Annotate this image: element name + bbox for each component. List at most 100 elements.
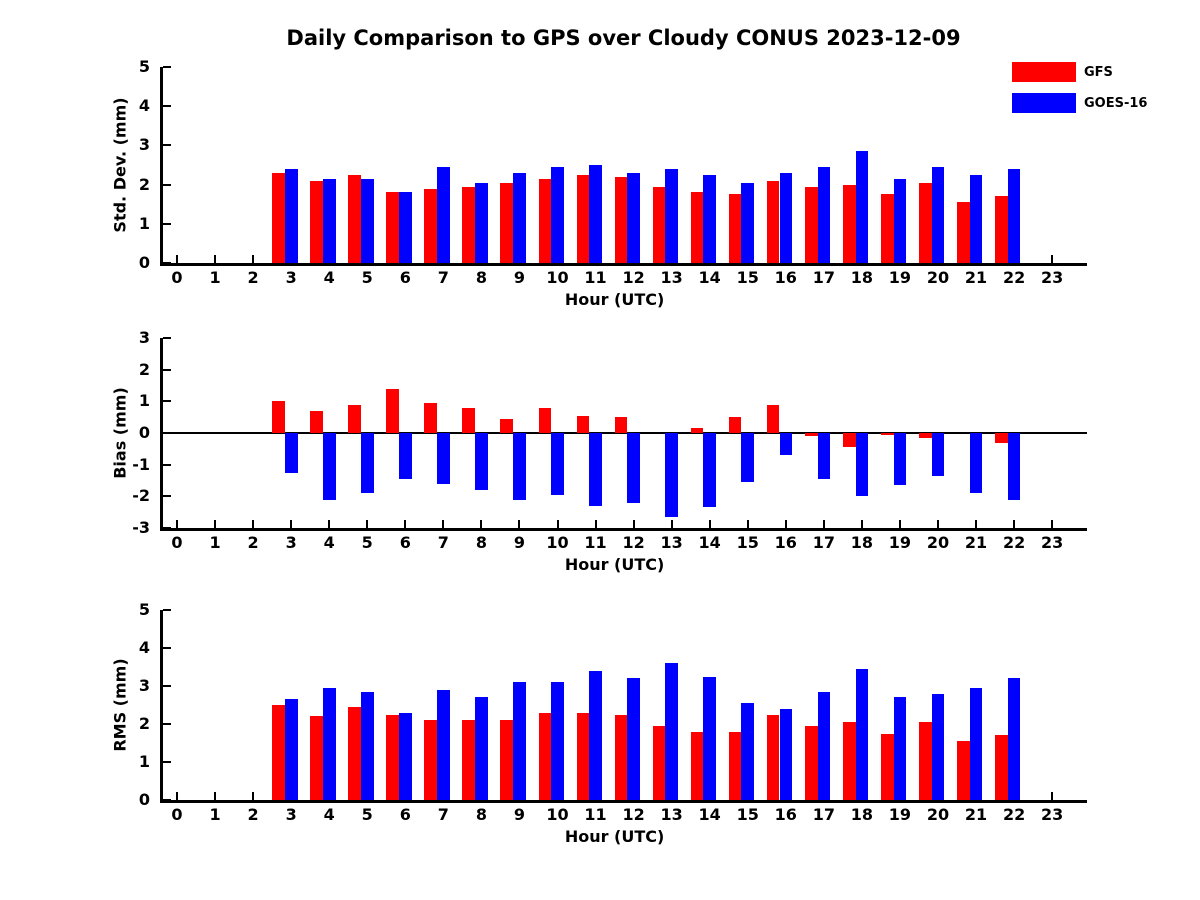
- x-tick-label: 13: [660, 805, 683, 824]
- bar-gfs-h4: [310, 716, 323, 800]
- legend-swatch-gfs: [1012, 62, 1076, 82]
- bar-goes-16-h11: [589, 433, 602, 506]
- y-tick-label: 0: [138, 790, 150, 809]
- bar-gfs-h18: [842, 184, 856, 263]
- x-tick-label: 15: [736, 533, 759, 552]
- y-tick: [162, 368, 171, 371]
- x-tick-label: 9: [513, 805, 525, 824]
- bar-gfs-h20: [919, 433, 932, 438]
- x-tick: [1051, 792, 1054, 800]
- bar-goes-16-h9: [513, 433, 526, 500]
- bar-goes-16-h11: [589, 670, 602, 800]
- x-tick: [975, 520, 978, 528]
- x-tick-label: 9: [513, 268, 525, 287]
- x-tick-label: 11: [584, 268, 607, 287]
- bar-gfs-h22: [995, 433, 1008, 443]
- x-tick: [1013, 520, 1016, 528]
- x-tick-label: 10: [546, 268, 569, 287]
- x-axis-spine: [160, 800, 1087, 803]
- bar-goes-16-h17: [817, 433, 831, 479]
- x-tick-label: 19: [888, 268, 912, 287]
- y-tick: [162, 105, 171, 108]
- legend-label: GOES-16: [1084, 95, 1148, 111]
- bar-gfs-h4: [310, 410, 323, 433]
- x-tick: [366, 520, 369, 528]
- x-tick-label: 0: [171, 268, 183, 287]
- bar-goes-16-h4: [322, 687, 336, 800]
- bar-goes-16-h19: [893, 697, 907, 800]
- x-tick-label: 9: [513, 533, 525, 552]
- bar-gfs-h11: [576, 415, 590, 433]
- bar-goes-16-h18: [855, 433, 869, 497]
- bar-goes-16-h6: [399, 192, 412, 263]
- x-tick: [480, 520, 483, 528]
- bar-gfs-h6: [386, 192, 399, 263]
- x-axis-spine: [160, 528, 1087, 531]
- bar-goes-16-h7: [437, 689, 450, 800]
- x-tick-label: 13: [660, 268, 683, 287]
- x-tick: [404, 520, 407, 528]
- x-tick-label: 14: [698, 805, 721, 824]
- bar-goes-16-h3: [284, 168, 298, 263]
- x-tick-label: 3: [285, 805, 297, 824]
- bar-goes-16-h8: [475, 182, 488, 263]
- legend-label: GFS: [1084, 64, 1113, 80]
- bar-gfs-h19: [880, 433, 894, 435]
- x-tick-label: 3: [285, 268, 297, 287]
- bar-goes-16-h14: [703, 174, 717, 263]
- bar-gfs-h10: [538, 712, 552, 800]
- y-tick: [162, 495, 171, 498]
- bar-goes-16-h5: [360, 691, 374, 800]
- x-tick-label: 16: [774, 268, 797, 287]
- x-tick-label: 18: [850, 268, 874, 287]
- bar-goes-16-h8: [475, 433, 488, 490]
- x-axis-label: Hour (UTC): [564, 290, 665, 309]
- bar-goes-16-h6: [399, 433, 412, 479]
- x-tick-label: 14: [698, 533, 721, 552]
- y-tick-label: 2: [138, 714, 150, 733]
- bar-goes-16-h12: [627, 433, 640, 503]
- y-tick-label: -1: [132, 454, 150, 474]
- x-tick: [252, 520, 255, 528]
- x-tick-label: 6: [399, 268, 411, 287]
- y-tick: [162, 262, 171, 264]
- x-tick-label: 4: [323, 805, 335, 824]
- x-tick: [708, 520, 711, 528]
- legend-item: GOES-16: [1012, 93, 1147, 113]
- x-tick-label: 15: [736, 805, 759, 824]
- x-tick-label: 17: [812, 533, 835, 552]
- y-tick: [162, 66, 171, 68]
- bar-goes-16-h13: [665, 433, 679, 517]
- x-tick-label: 4: [323, 533, 335, 552]
- x-axis-label: Hour (UTC): [564, 827, 665, 846]
- y-tick: [162, 723, 171, 725]
- bar-goes-16-h6: [399, 712, 412, 800]
- y-tick: [162, 400, 171, 403]
- x-tick-label: 23: [1041, 268, 1064, 287]
- bar-goes-16-h4: [322, 433, 336, 500]
- x-tick-label: 18: [850, 533, 874, 552]
- bar-goes-16-h16: [779, 433, 793, 456]
- y-tick-label: -2: [132, 486, 150, 506]
- x-tick: [252, 255, 255, 263]
- x-tick: [518, 520, 521, 528]
- y-tick: [162, 183, 171, 186]
- y-tick: [162, 799, 171, 801]
- legend-swatch-goes-16: [1012, 93, 1076, 113]
- x-tick: [632, 520, 635, 528]
- legend-item: GFS: [1012, 62, 1147, 82]
- bar-gfs-h12: [614, 176, 628, 263]
- x-tick-label: 0: [171, 533, 183, 552]
- bar-goes-16-h19: [893, 178, 907, 263]
- bar-gfs-h3: [272, 705, 285, 800]
- bar-gfs-h19: [880, 194, 894, 263]
- bar-gfs-h22: [995, 196, 1008, 263]
- bar-goes-16-h16: [779, 172, 793, 263]
- y-axis-spine: [160, 610, 163, 803]
- x-tick-label: 12: [622, 533, 645, 552]
- x-tick-label: 19: [888, 805, 912, 824]
- x-tick-label: 1: [209, 268, 221, 287]
- bar-gfs-h22: [995, 735, 1008, 800]
- bar-goes-16-h22: [1007, 433, 1021, 500]
- bar-gfs-h17: [804, 186, 818, 263]
